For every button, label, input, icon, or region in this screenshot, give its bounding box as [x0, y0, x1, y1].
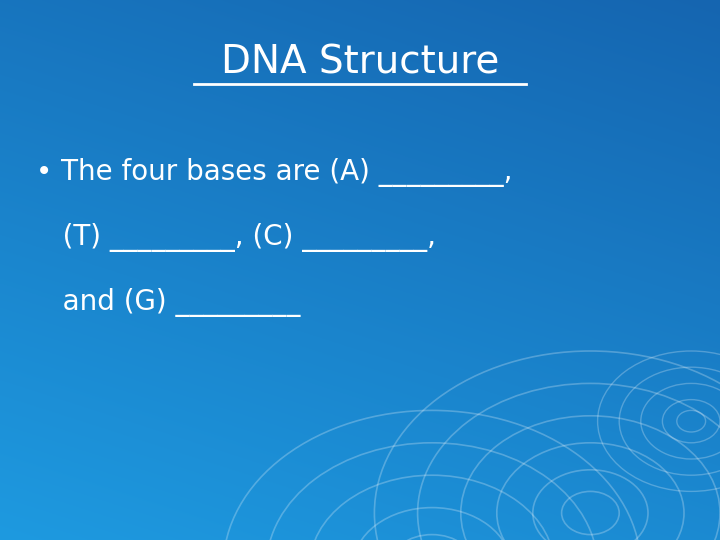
Text: (T) _________, (C) _________,: (T) _________, (C) _________,: [36, 223, 436, 252]
Text: DNA Structure: DNA Structure: [221, 43, 499, 81]
Text: • The four bases are (A) _________,: • The four bases are (A) _________,: [36, 158, 513, 187]
Text: and (G) _________: and (G) _________: [36, 288, 300, 317]
